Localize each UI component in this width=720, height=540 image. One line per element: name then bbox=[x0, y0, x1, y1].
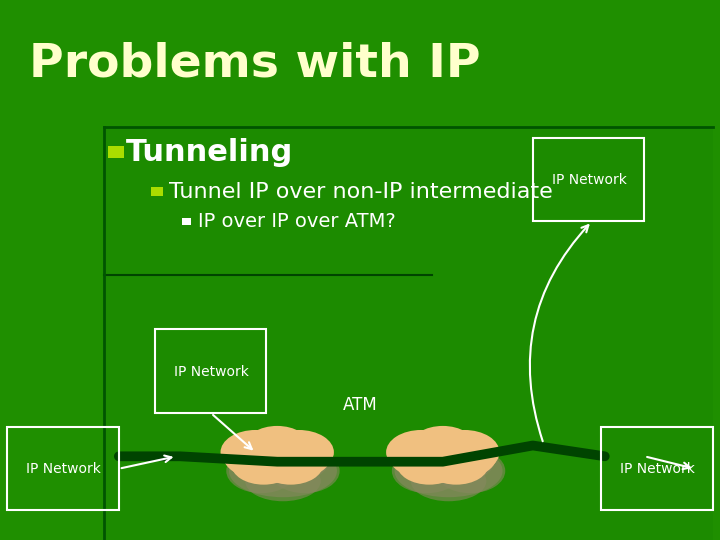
Ellipse shape bbox=[410, 461, 487, 501]
Text: Tunneling: Tunneling bbox=[126, 138, 293, 167]
Text: Tunnel IP over non-IP intermediate: Tunnel IP over non-IP intermediate bbox=[169, 181, 553, 202]
Ellipse shape bbox=[245, 461, 321, 501]
Bar bbox=[151, 187, 163, 196]
Bar bbox=[182, 218, 191, 225]
Ellipse shape bbox=[264, 441, 329, 481]
Ellipse shape bbox=[386, 430, 456, 475]
Ellipse shape bbox=[237, 441, 302, 481]
Ellipse shape bbox=[229, 444, 337, 497]
Text: IP Network: IP Network bbox=[620, 462, 695, 476]
Ellipse shape bbox=[397, 444, 462, 485]
Ellipse shape bbox=[258, 444, 323, 485]
Text: ATM: ATM bbox=[343, 396, 377, 414]
Text: IP Network: IP Network bbox=[26, 462, 101, 476]
Text: IP Network: IP Network bbox=[552, 173, 626, 187]
Ellipse shape bbox=[395, 444, 503, 497]
Ellipse shape bbox=[264, 430, 334, 475]
Ellipse shape bbox=[226, 449, 297, 493]
Ellipse shape bbox=[223, 430, 331, 483]
Bar bbox=[108, 146, 124, 158]
Ellipse shape bbox=[429, 430, 500, 475]
Ellipse shape bbox=[410, 426, 475, 467]
Text: Problems with IP: Problems with IP bbox=[29, 41, 480, 86]
Ellipse shape bbox=[220, 430, 291, 475]
Ellipse shape bbox=[424, 444, 489, 485]
Ellipse shape bbox=[389, 430, 497, 483]
FancyArrowPatch shape bbox=[530, 225, 588, 441]
Ellipse shape bbox=[435, 449, 505, 493]
Ellipse shape bbox=[245, 426, 310, 467]
Ellipse shape bbox=[231, 444, 296, 485]
Text: IP Network: IP Network bbox=[174, 364, 248, 379]
Ellipse shape bbox=[269, 449, 340, 493]
Ellipse shape bbox=[392, 449, 462, 493]
Ellipse shape bbox=[430, 441, 495, 481]
Text: IP over IP over ATM?: IP over IP over ATM? bbox=[198, 212, 396, 231]
FancyBboxPatch shape bbox=[104, 127, 713, 540]
Ellipse shape bbox=[402, 441, 467, 481]
